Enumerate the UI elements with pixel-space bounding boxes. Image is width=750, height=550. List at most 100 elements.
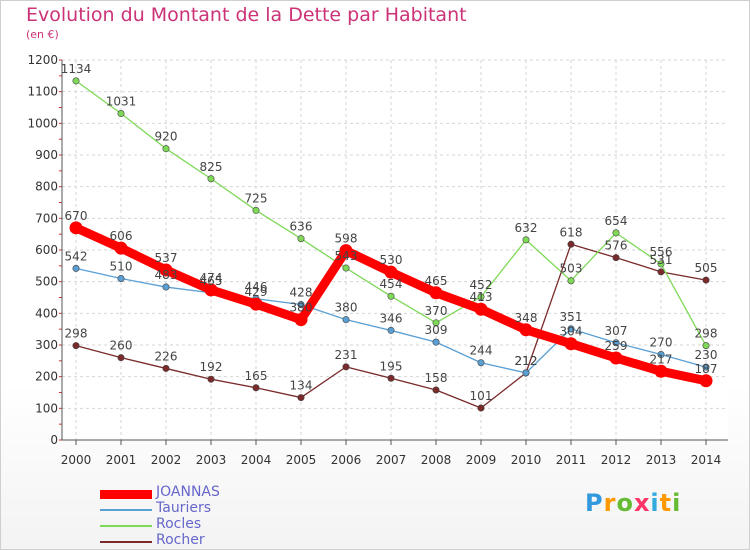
data-point: [249, 297, 263, 311]
data-label: 346: [380, 311, 403, 325]
line-chart: 0 100 200 300 400 500 600 700 800 900 1000 1100 1200…: [27, 53, 728, 467]
legend-swatch: [100, 525, 152, 527]
data-point: [117, 110, 125, 118]
data-point: [522, 236, 530, 244]
data-label: 1031: [106, 95, 137, 109]
data-label: 231: [335, 348, 358, 362]
data-point: [657, 268, 665, 276]
x-tick-label: 2012: [601, 453, 632, 467]
data-point: [384, 265, 398, 279]
data-point: [609, 351, 623, 365]
data-label: 158: [425, 371, 448, 385]
data-point: [432, 319, 440, 327]
data-point: [702, 276, 710, 284]
legend-swatch: [100, 541, 152, 543]
data-label: 446: [245, 280, 268, 294]
data-label: 618: [560, 225, 583, 239]
x-tick-label: 2011: [556, 453, 587, 467]
data-point: [117, 274, 125, 282]
data-point: [69, 221, 83, 235]
data-point: [699, 374, 713, 388]
data-label: 530: [380, 253, 403, 267]
x-tick-label: 2006: [331, 453, 362, 467]
x-tick-label: 2008: [421, 453, 452, 467]
series: [69, 77, 713, 412]
data-label: 531: [650, 253, 673, 267]
logo-letter: o: [616, 489, 634, 517]
y-tick-label: 300: [35, 338, 58, 352]
y-tick-label: 400: [35, 306, 58, 320]
data-label: 670: [65, 209, 88, 223]
legend-swatch: [100, 509, 152, 511]
data-label: 636: [290, 220, 313, 234]
legend-label: Tauriers: [156, 500, 211, 516]
data-label: 351: [560, 310, 583, 324]
data-point: [567, 325, 575, 333]
data-point: [117, 354, 125, 362]
x-tick-label: 2007: [376, 453, 407, 467]
logo-letter: x: [633, 489, 651, 517]
data-label: 920: [155, 130, 178, 144]
data-point: [387, 374, 395, 382]
data-label: 217: [650, 352, 673, 366]
data-point: [612, 229, 620, 237]
axes: 0 100 200 300 400 500 600 700 800 900 1000 1100 1200…: [27, 53, 728, 467]
data-label: 632: [515, 221, 538, 235]
y-tick-label: 0: [50, 433, 58, 447]
data-point: [252, 206, 260, 214]
data-point: [429, 286, 443, 300]
data-label: 244: [470, 344, 493, 358]
logo-letter: r: [603, 489, 617, 517]
data-label: 465: [425, 274, 448, 288]
data-point: [159, 263, 173, 277]
data-label: 428: [290, 285, 313, 299]
data-point: [162, 145, 170, 153]
data-label: 195: [380, 359, 403, 373]
data-label: 309: [425, 323, 448, 337]
data-label: 1134: [61, 62, 92, 76]
y-tick-label: 700: [35, 211, 58, 225]
data-label: 510: [110, 260, 133, 274]
x-tick-label: 2002: [151, 453, 182, 467]
x-tick-label: 2010: [511, 453, 542, 467]
data-label: 212: [515, 354, 538, 368]
data-label: 380: [335, 301, 358, 315]
x-tick-label: 2009: [466, 453, 497, 467]
data-label: 483: [155, 268, 178, 282]
data-label: 465: [200, 274, 223, 288]
data-point: [432, 386, 440, 394]
logo-letter: t: [659, 489, 673, 517]
y-tick-label: 200: [35, 370, 58, 384]
data-point: [477, 404, 485, 412]
data-label: 298: [695, 327, 718, 341]
data-point: [297, 394, 305, 402]
unit-label: (en €): [26, 28, 59, 41]
x-tick-label: 2000: [61, 453, 92, 467]
data-point: [294, 313, 308, 327]
data-label: 260: [110, 339, 133, 353]
data-label: 576: [605, 239, 628, 253]
logo-letter: i: [650, 489, 660, 517]
data-point: [477, 359, 485, 367]
data-point: [612, 254, 620, 262]
x-tick-label: 2001: [106, 453, 137, 467]
data-point: [339, 244, 353, 258]
data-point: [657, 260, 665, 268]
data-point: [342, 264, 350, 272]
data-labels: 670 606 537 474 429 380 598 530 465 413 348 304 259 2…: [61, 62, 718, 403]
data-label: 134: [290, 379, 313, 393]
data-label: 298: [65, 327, 88, 341]
grid: [62, 59, 728, 441]
data-label: 598: [335, 232, 358, 246]
data-point: [522, 369, 530, 377]
data-label: 304: [560, 325, 583, 339]
data-label: 452: [470, 278, 493, 292]
x-tick-label: 2004: [241, 453, 272, 467]
data-label: 101: [470, 389, 493, 403]
y-tick-label: 1000: [27, 116, 58, 130]
data-label: 654: [605, 214, 628, 228]
data-point: [567, 277, 575, 285]
x-tick-label: 2014: [691, 453, 722, 467]
data-label: 543: [335, 249, 358, 263]
data-label: 542: [65, 249, 88, 263]
